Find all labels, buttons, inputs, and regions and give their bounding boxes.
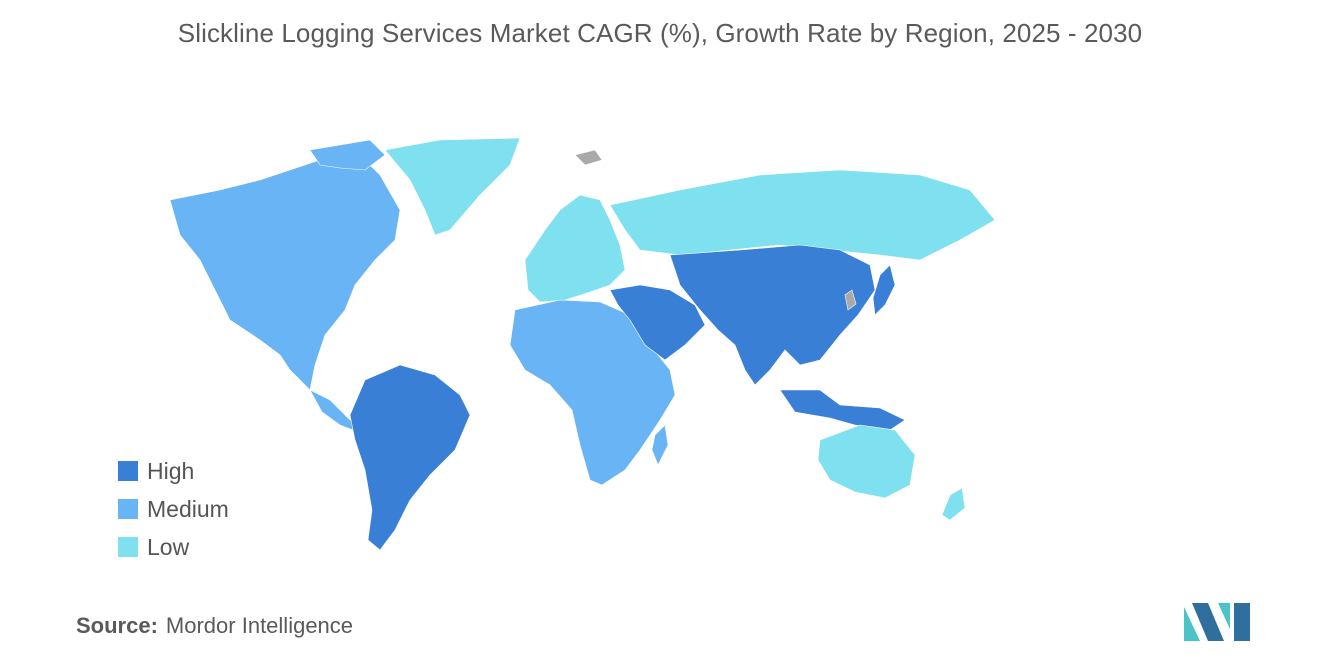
- region-southeast-asia-islands: [779, 389, 906, 431]
- region-no-data-svalbard: [574, 149, 603, 166]
- chart-title: Slickline Logging Services Market CAGR (…: [177, 18, 1143, 48]
- region-north-america: [169, 154, 401, 391]
- region-europe: [524, 194, 626, 303]
- source-note: Source: Mordor Intelligence: [76, 613, 353, 639]
- legend-item-low: Low: [118, 528, 229, 566]
- legend: High Medium Low: [118, 452, 229, 566]
- region-south-america: [349, 364, 471, 551]
- legend-label-high: High: [147, 457, 195, 484]
- legend-item-high: High: [118, 452, 229, 490]
- region-new-zealand: [941, 487, 966, 521]
- world-map: [169, 137, 996, 551]
- legend-label-low: Low: [147, 533, 190, 560]
- region-australia: [817, 424, 916, 499]
- region-asia-pacific: [669, 244, 876, 386]
- legend-swatch-medium: [118, 499, 138, 519]
- region-north-america-islands: [309, 139, 386, 171]
- region-greenland: [384, 137, 521, 236]
- mordor-intelligence-logo-icon: [1184, 603, 1250, 641]
- legend-label-medium: Medium: [147, 495, 229, 522]
- source-label: Source:: [76, 613, 158, 638]
- logo-shape-left: [1184, 607, 1200, 641]
- logo-shape-right-b: [1234, 603, 1250, 641]
- source-value: Mordor Intelligence: [165, 613, 354, 638]
- region-russia: [609, 169, 996, 261]
- logo-shape-right-a: [1218, 603, 1230, 629]
- legend-swatch-high: [118, 461, 138, 481]
- region-no-data-korea: [844, 289, 857, 311]
- region-madagascar: [651, 424, 669, 466]
- region-japan: [872, 264, 896, 316]
- region-middle-east: [609, 284, 706, 361]
- logo-shape-mid: [1192, 603, 1224, 641]
- legend-item-medium: Medium: [118, 490, 229, 528]
- legend-swatch-low: [118, 537, 138, 557]
